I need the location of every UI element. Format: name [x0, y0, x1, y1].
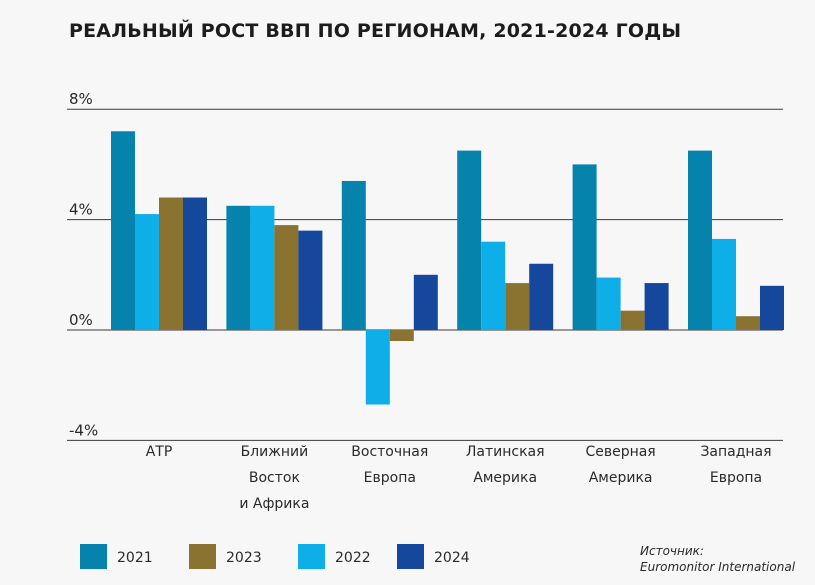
- bar-2022-cat4: [596, 277, 621, 330]
- x-axis-categories: АТР Ближний Восток и Африка Восточная Европа Л…: [146, 444, 772, 512]
- bar-2024-cat2: [413, 274, 438, 330]
- x-category-line: Европа: [364, 470, 416, 486]
- source-note: Источник: Euromonitor International: [640, 543, 795, 575]
- y-tick-label: 4%: [69, 201, 93, 219]
- y-tick-label: -4%: [69, 421, 98, 439]
- x-category-line: Северная: [585, 444, 655, 460]
- bar-2022-cat1: [250, 205, 275, 330]
- x-category-label: Восточная Европа: [351, 444, 428, 486]
- bar-2023-cat1: [274, 225, 299, 330]
- x-category-line: Америка: [473, 470, 537, 486]
- x-category-line: Восток: [249, 470, 300, 486]
- legend-label-2023: 2023: [226, 550, 262, 566]
- chart-title: РЕАЛЬНЫЙ РОСТ ВВП ПО РЕГИОНАМ, 2021-2024…: [69, 20, 682, 42]
- bar-2024-cat0: [183, 197, 207, 330]
- x-category-label: Латинская Америка: [466, 444, 545, 486]
- x-category-line: Восточная: [351, 444, 428, 460]
- legend-swatch-2024: [397, 544, 424, 569]
- legend-label-2021: 2021: [117, 550, 153, 566]
- x-category-line: АТР: [146, 444, 173, 460]
- legend-label-2022: 2022: [335, 550, 371, 566]
- x-category-line: Америка: [589, 470, 653, 486]
- x-category-label: Западная Европа: [700, 444, 771, 486]
- y-axis-ticks: 8% 4% 0% -4%: [69, 90, 98, 439]
- bar-2021-cat3: [457, 150, 482, 330]
- legend-label-2024: 2024: [434, 550, 470, 566]
- bars: [111, 131, 784, 405]
- bar-2021-cat0: [111, 131, 135, 330]
- legend: 2021 2023 2022 2024: [80, 544, 470, 569]
- bar-2023-cat5: [736, 316, 760, 330]
- bar-2023-cat3: [505, 283, 530, 330]
- x-category-line: и Африка: [239, 496, 309, 512]
- bar-2021-cat2: [341, 180, 366, 330]
- bar-2023-cat2: [389, 330, 414, 342]
- bar-2022-cat3: [481, 241, 506, 330]
- bar-2022-cat5: [712, 238, 736, 330]
- bar-2024-cat5: [760, 285, 784, 330]
- legend-swatch-2023: [189, 544, 216, 569]
- bar-2024-cat4: [644, 283, 669, 330]
- bar-2024-cat1: [298, 230, 323, 330]
- bar-2023-cat0: [159, 197, 183, 330]
- bar-2024-cat3: [529, 263, 554, 330]
- y-tick-label: 8%: [69, 90, 93, 108]
- bar-2022-cat2: [365, 330, 390, 405]
- x-category-line: Западная: [700, 444, 771, 460]
- bar-2022-cat0: [135, 214, 159, 330]
- x-category-line: Латинская: [466, 444, 545, 460]
- x-category-line: Европа: [710, 470, 762, 486]
- x-category-label: Северная Америка: [585, 444, 655, 486]
- x-category-line: Ближний: [241, 444, 309, 460]
- source-name: Euromonitor International: [640, 560, 796, 574]
- x-category-label: АТР: [146, 444, 173, 460]
- y-tick-label: 0%: [69, 311, 93, 329]
- bar-2021-cat4: [572, 164, 597, 330]
- bar-2021-cat1: [226, 205, 251, 330]
- legend-swatch-2022: [298, 544, 325, 569]
- x-category-label: Ближний Восток и Африка: [239, 444, 309, 512]
- bar-2023-cat4: [620, 310, 645, 330]
- legend-swatch-2021: [80, 544, 107, 569]
- bar-2021-cat5: [688, 150, 712, 330]
- source-label: Источник:: [640, 544, 704, 558]
